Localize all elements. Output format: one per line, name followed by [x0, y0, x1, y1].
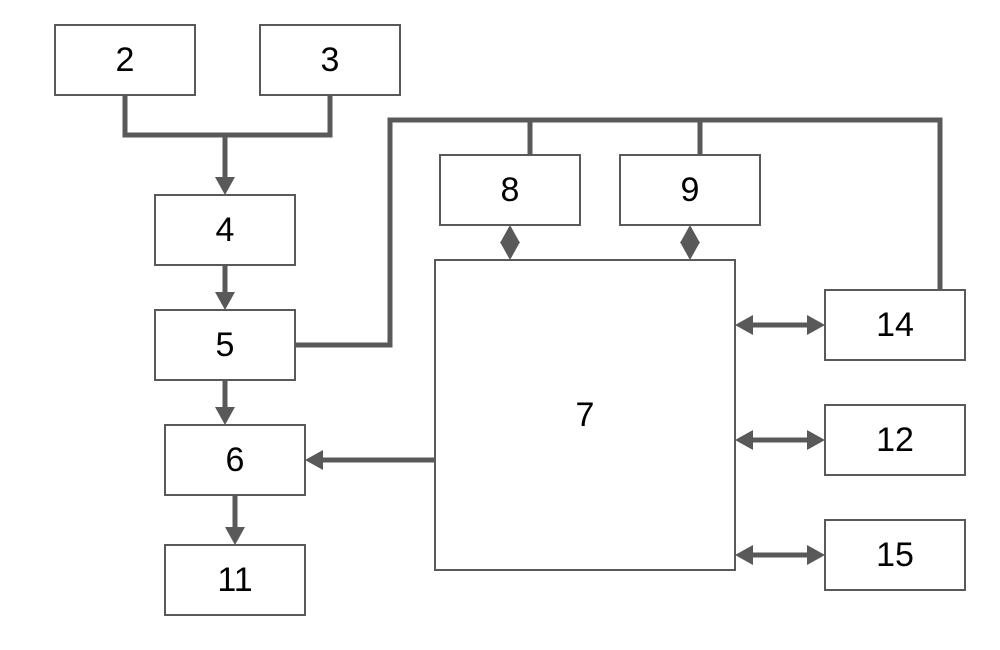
- node-n6: 6: [165, 425, 305, 495]
- node-label: 8: [501, 171, 520, 209]
- arrowhead: [680, 225, 700, 243]
- arrowhead: [215, 292, 235, 310]
- arrowhead: [735, 315, 753, 335]
- node-label: 6: [226, 441, 245, 479]
- node-label: 11: [217, 561, 252, 599]
- arrowhead: [305, 450, 323, 470]
- node-label: 3: [321, 41, 340, 79]
- node-n7: 7: [435, 260, 735, 570]
- arrowhead: [225, 527, 245, 545]
- node-label: 4: [216, 211, 235, 249]
- arrowhead: [500, 225, 520, 243]
- node-label: 12: [876, 421, 914, 459]
- edge-e23to4: [125, 95, 330, 135]
- boxes-layer: 2 3 4 5 6 11 7 8 9 14 12 15: [55, 25, 965, 615]
- arrowhead: [807, 545, 825, 565]
- node-label: 5: [216, 326, 235, 364]
- arrowhead: [215, 407, 235, 425]
- arrowhead: [680, 242, 700, 260]
- arrowhead: [735, 545, 753, 565]
- node-label: 15: [876, 536, 914, 574]
- node-n12: 12: [825, 405, 965, 475]
- node-label: 2: [116, 41, 135, 79]
- node-label: 9: [681, 171, 700, 209]
- node-label: 7: [576, 396, 595, 434]
- arrowhead: [807, 315, 825, 335]
- arrowhead: [500, 242, 520, 260]
- node-n11: 11: [165, 545, 305, 615]
- arrowhead: [807, 430, 825, 450]
- node-n8: 8: [440, 155, 580, 225]
- node-n3: 3: [260, 25, 400, 95]
- node-n5: 5: [155, 310, 295, 380]
- arrowhead: [735, 430, 753, 450]
- node-n14: 14: [825, 290, 965, 360]
- node-label: 14: [876, 306, 914, 344]
- node-n4: 4: [155, 195, 295, 265]
- node-n15: 15: [825, 520, 965, 590]
- node-n2: 2: [55, 25, 195, 95]
- arrowhead: [215, 177, 235, 195]
- node-n9: 9: [620, 155, 760, 225]
